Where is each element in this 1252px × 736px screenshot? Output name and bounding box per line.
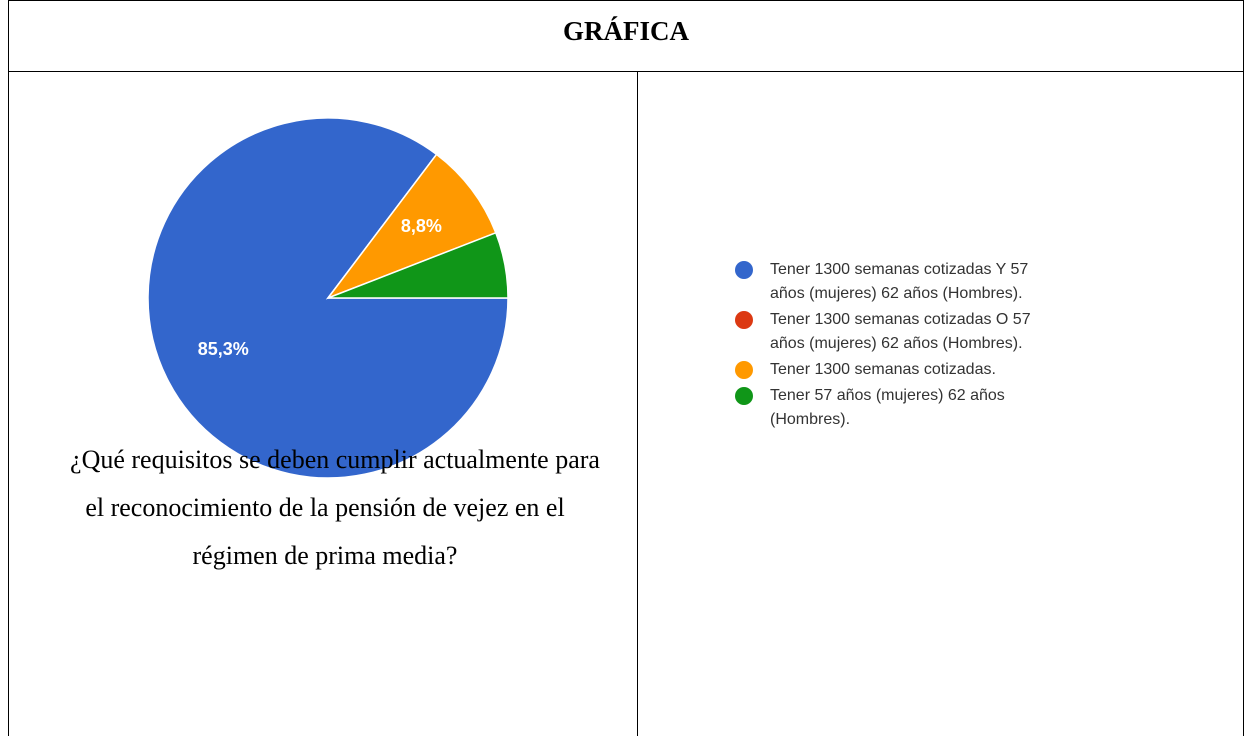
legend-marker xyxy=(735,261,753,279)
question: ¿Qué requisitos se deben cumplir actualm… xyxy=(70,445,600,570)
legend-label: Tener 57 años (mujeres) 62 años (Hombres… xyxy=(770,387,1005,428)
pie-chart: 85,3% 8,8% xyxy=(147,117,509,479)
legend-marker xyxy=(735,311,753,329)
legend-label: Tener 1300 semanas cotizadas. xyxy=(770,361,996,378)
legend-item: Tener 57 años (mujeres) 62 años (Hombres… xyxy=(734,384,1064,432)
slice-label: 85,3% xyxy=(198,339,249,359)
table-header: GRÁFICA xyxy=(563,16,689,46)
pie-slice xyxy=(327,231,509,299)
legend-marker xyxy=(735,387,753,405)
table-border xyxy=(8,0,1244,736)
slice-label: 8,8% xyxy=(401,216,442,236)
legend-item: Tener 1300 semanas cotizadas Y 57 años (… xyxy=(734,258,1064,306)
legend-label: Tener 1300 semanas cotizadas O 57 años (… xyxy=(770,311,1031,352)
legend-label: Tener 1300 semanas cotizadas Y 57 años (… xyxy=(770,261,1029,302)
legend-item: Tener 1300 semanas cotizadas O 57 años (… xyxy=(734,308,1064,356)
legend-item: Tener 1300 semanas cotizadas. xyxy=(734,358,1064,382)
legend-marker xyxy=(735,361,753,379)
pie-slice xyxy=(325,153,497,300)
legend: Tener 1300 semanas cotizadas Y 57 años (… xyxy=(734,258,1064,434)
